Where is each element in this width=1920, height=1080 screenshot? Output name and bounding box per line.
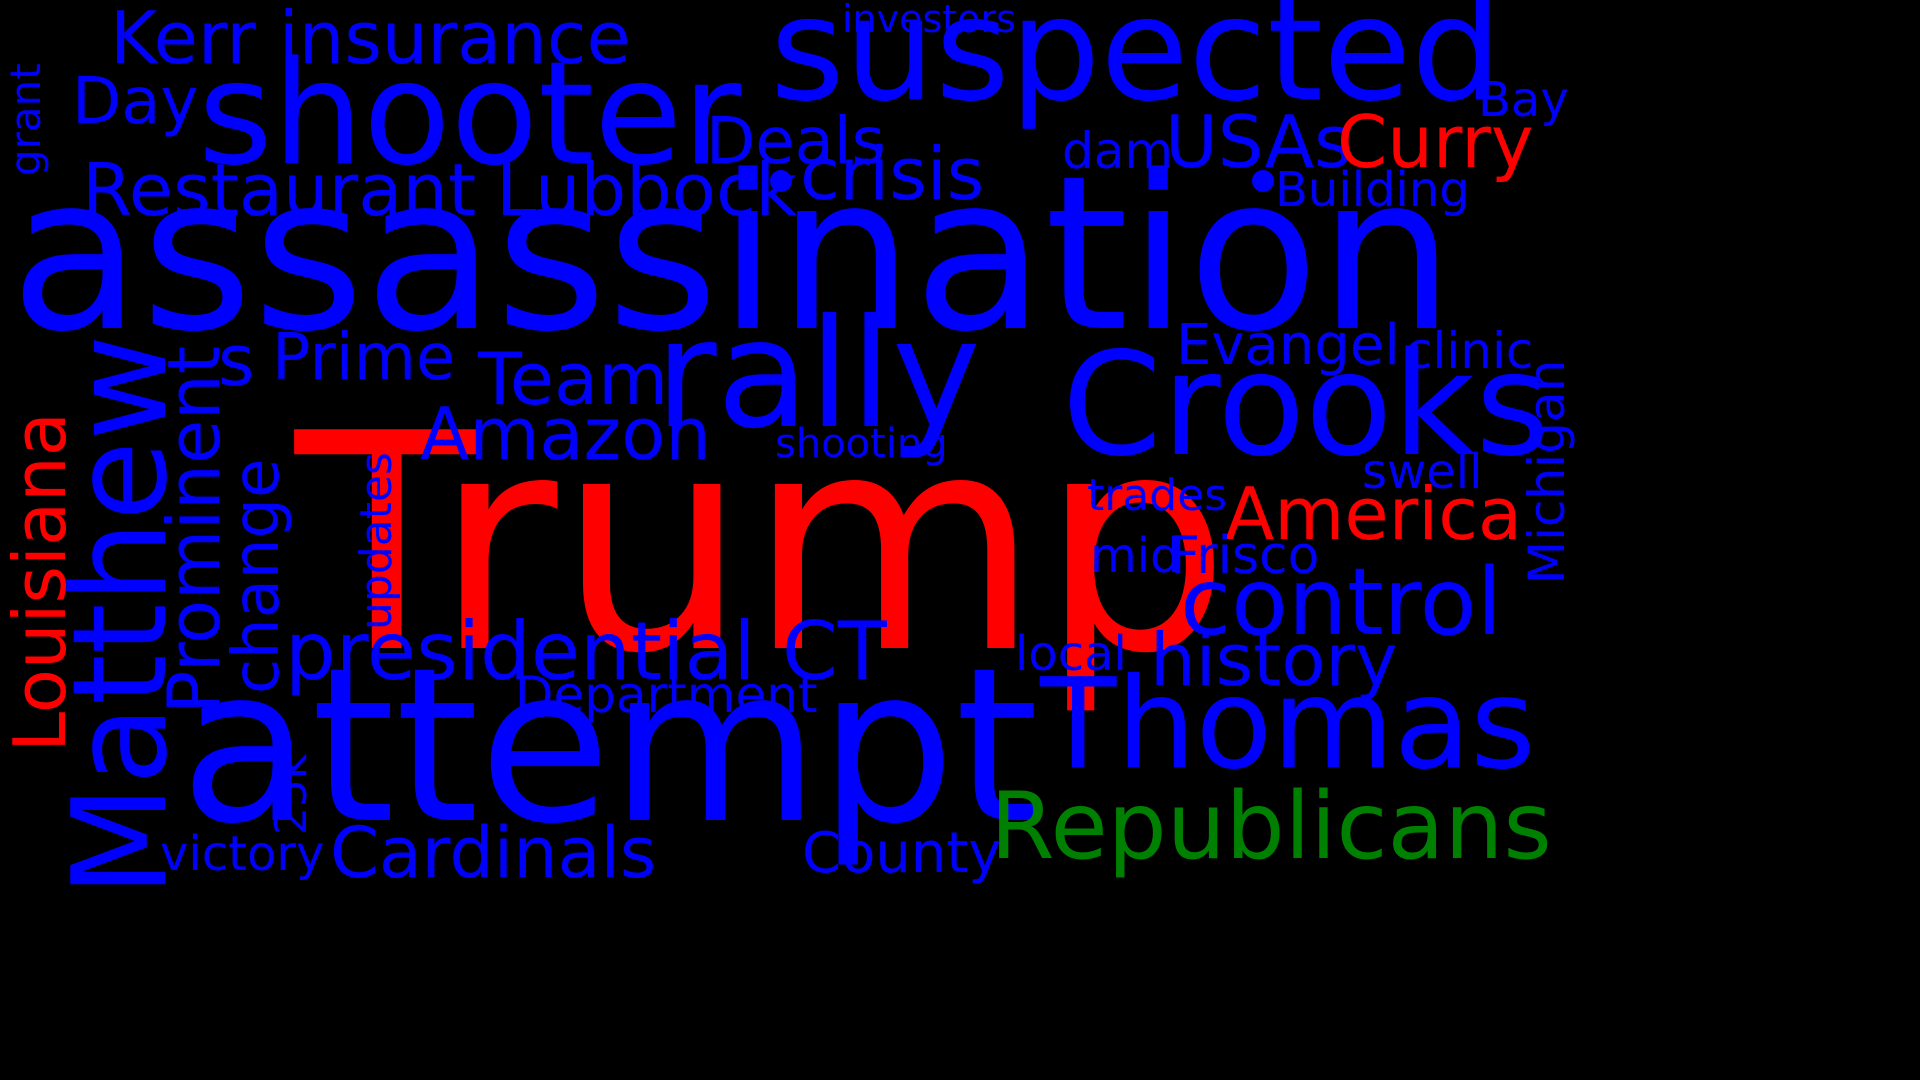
word-deals: Deals (706, 105, 885, 179)
word-history: history (1150, 618, 1398, 702)
word-grant: grant (1, 63, 50, 176)
word-evangel: Evangel (1176, 313, 1400, 378)
word-assassination: assassination (10, 130, 1455, 379)
word-mid: mid (1090, 528, 1181, 584)
dot-bullet (770, 170, 792, 192)
word-victory: victory (160, 826, 325, 882)
word-louisiana: Louisiana (0, 412, 82, 752)
word-amazon: Amazon (420, 392, 711, 476)
word-cardinals: Cardinals (330, 812, 657, 894)
word-crooks: Crooks (1062, 321, 1550, 488)
word-shooter: shooter (198, 30, 741, 197)
word-team: Team (478, 337, 669, 421)
word-republicans: Republicans (990, 772, 1552, 880)
word-lubbock: Lubbock (496, 148, 798, 232)
word-restaurant: Restaurant (82, 148, 477, 232)
word-kerr-insurance: Kerr insurance (110, 0, 631, 80)
word-curry: Curry (1337, 100, 1534, 184)
word-crisis: crisis (800, 132, 985, 216)
word-updates: updates (351, 452, 402, 630)
word-america: America (1225, 472, 1522, 556)
word-ct: CT (782, 605, 887, 698)
word-investors: investors (842, 0, 1016, 41)
word-rally: rally (655, 288, 981, 462)
word-bay: Bay (1478, 72, 1569, 128)
word-michigan: Michigan (1518, 359, 1576, 584)
word-s: s (218, 320, 255, 402)
word-prime: Prime (272, 321, 456, 395)
word-local: local (1015, 626, 1127, 682)
word-control: control (1180, 548, 1503, 656)
word-trades: trades (1087, 470, 1228, 521)
word-attempt: attempt (180, 622, 1039, 871)
word-usas: USAs (1165, 100, 1352, 184)
word-frisco: Frisco (1170, 526, 1320, 586)
word-suspected: suspected (770, 0, 1502, 133)
dot-bullet (1252, 170, 1274, 192)
word-swell: swell (1362, 444, 1483, 500)
word-day: Day (72, 65, 199, 139)
word-shooting: shooting (775, 421, 948, 467)
word-thomas: Thomas (1040, 652, 1536, 797)
word-dam: dam (1062, 122, 1174, 180)
word-clinic: clinic (1405, 322, 1534, 380)
word-building: Building (1275, 162, 1470, 218)
word-change: change (220, 458, 294, 694)
word-department: Department (515, 666, 818, 724)
word-25k: 25k (266, 753, 317, 835)
word-county: County (802, 821, 1002, 886)
word-trump: Trump (295, 370, 1231, 719)
word-presidential: presidential (285, 605, 756, 698)
